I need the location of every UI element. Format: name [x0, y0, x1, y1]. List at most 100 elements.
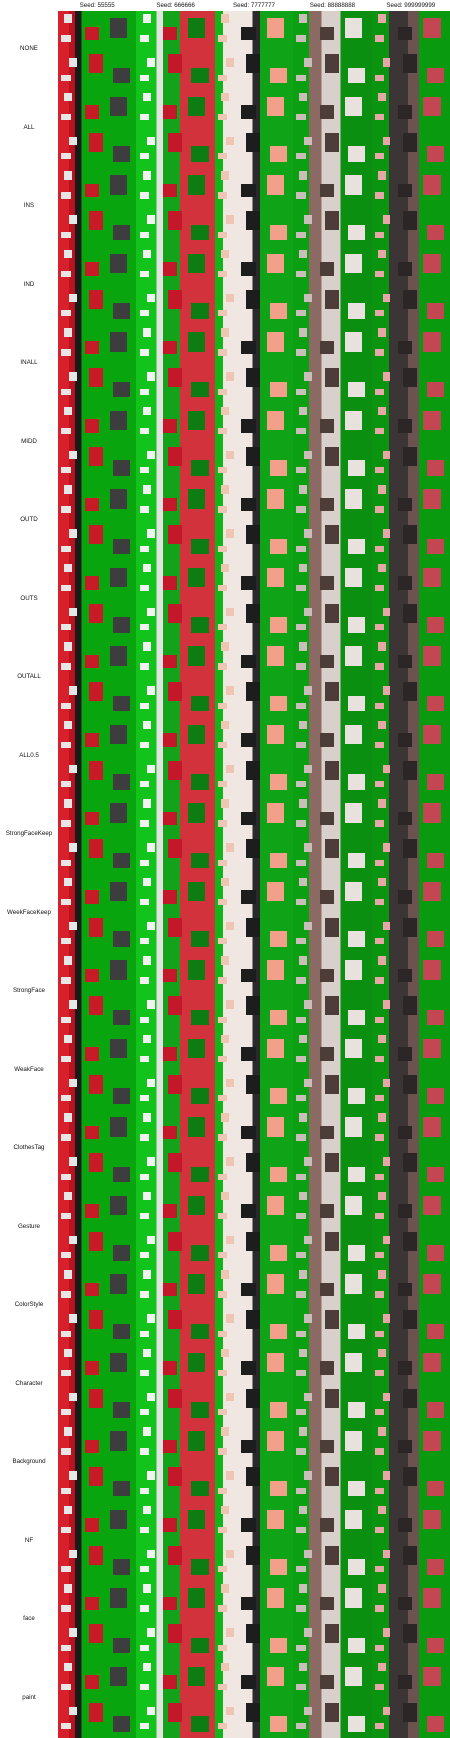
texture-block [69, 1314, 77, 1323]
texture-block [299, 1349, 307, 1358]
texture-block [423, 960, 440, 980]
skin-texture-tile [215, 1346, 293, 1385]
texture-block [296, 310, 305, 316]
skin-texture-tile [58, 364, 136, 403]
texture-block [325, 1467, 339, 1486]
texture-block [423, 882, 440, 902]
texture-block [423, 332, 440, 352]
skin-texture-tile [58, 50, 136, 89]
texture-block [226, 765, 234, 774]
texture-block [320, 1440, 334, 1453]
texture-block [241, 184, 255, 197]
result-image [215, 1110, 293, 1189]
texture-block [378, 14, 386, 23]
texture-block [168, 1075, 182, 1094]
skin-texture-tile [215, 1424, 293, 1463]
texture-block [398, 1440, 412, 1453]
texture-block [398, 1283, 412, 1296]
texture-block [398, 969, 412, 982]
texture-block [267, 97, 284, 117]
texture-block [218, 585, 227, 591]
texture-block [270, 539, 287, 555]
texture-block [325, 447, 339, 466]
texture-block [427, 68, 444, 84]
texture-block [61, 820, 70, 826]
texture-block [270, 146, 287, 162]
texture-block [113, 1245, 130, 1261]
texture-block [218, 1017, 227, 1023]
texture-block [85, 655, 99, 668]
texture-block [246, 1232, 260, 1251]
texture-block [218, 271, 227, 277]
skin-texture-tile [215, 1463, 293, 1502]
texture-block [143, 799, 151, 808]
texture-block [427, 931, 444, 947]
texture-block [296, 506, 305, 512]
texture-block [221, 407, 229, 416]
texture-block [270, 1010, 287, 1026]
texture-block [375, 1684, 384, 1690]
texture-block [191, 853, 208, 869]
texture-block [299, 328, 307, 337]
skin-texture-tile [372, 1306, 450, 1345]
texture-block [398, 1126, 412, 1139]
texture-block [89, 1624, 103, 1643]
texture-block [85, 1597, 99, 1610]
texture-block [299, 642, 307, 651]
result-image [58, 404, 136, 483]
texture-block [427, 1638, 444, 1654]
texture-block [226, 451, 234, 460]
texture-block [398, 576, 412, 589]
texture-block [221, 1113, 229, 1122]
texture-block [320, 1518, 334, 1531]
texture-block [191, 931, 208, 947]
texture-block [403, 1546, 417, 1565]
texture-block [143, 14, 151, 23]
texture-block [348, 1716, 365, 1732]
texture-block [163, 890, 177, 903]
result-image [372, 1581, 450, 1660]
texture-block [218, 860, 227, 866]
texture-block [375, 1291, 384, 1297]
skin-texture-tile [372, 1149, 450, 1188]
texture-block [89, 839, 103, 858]
skin-texture-tile [215, 1149, 293, 1188]
skin-texture-tile [215, 521, 293, 560]
texture-block [375, 1095, 384, 1101]
result-image [293, 11, 371, 90]
texture-block [226, 608, 234, 617]
texture-block [383, 451, 391, 460]
texture-block [163, 1440, 177, 1453]
skin-texture-tile [215, 207, 293, 246]
texture-block [383, 1157, 391, 1166]
row-label: Background [0, 1458, 58, 1465]
texture-block [188, 97, 205, 117]
texture-block [325, 996, 339, 1015]
texture-block [241, 1126, 255, 1139]
texture-block [348, 303, 365, 319]
texture-block [296, 192, 305, 198]
texture-block [147, 765, 155, 774]
texture-block [267, 1353, 284, 1373]
texture-block [246, 133, 260, 152]
texture-block [398, 655, 412, 668]
texture-block [375, 1370, 384, 1376]
texture-block [221, 956, 229, 965]
texture-block [383, 58, 391, 67]
texture-block [267, 568, 284, 588]
skin-texture-tile [136, 1149, 214, 1188]
texture-block [325, 1703, 339, 1722]
texture-block [110, 332, 127, 352]
texture-block [85, 1204, 99, 1217]
texture-block [168, 133, 182, 152]
texture-block [110, 725, 127, 745]
texture-block [140, 546, 149, 552]
skin-texture-tile [58, 482, 136, 521]
result-image [215, 718, 293, 797]
texture-block [267, 18, 284, 38]
skin-texture-tile [372, 50, 450, 89]
texture-block [188, 960, 205, 980]
texture-block [345, 175, 362, 195]
texture-block [89, 133, 103, 152]
texture-block [140, 192, 149, 198]
